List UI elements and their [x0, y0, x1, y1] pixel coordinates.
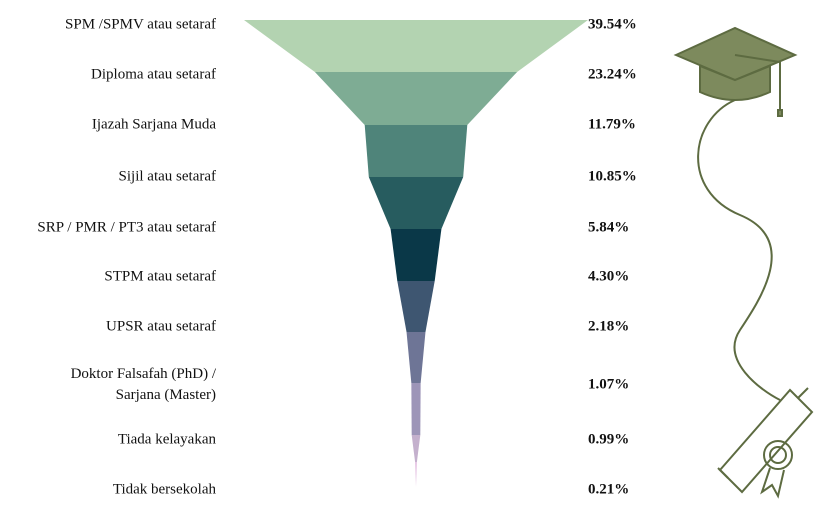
value-label: 5.84% — [588, 220, 629, 237]
graduation-icon — [676, 28, 812, 496]
value-label: 11.79% — [588, 117, 636, 134]
funnel-segment — [415, 462, 417, 487]
value-label: 2.18% — [588, 319, 629, 336]
funnel-segment — [397, 281, 434, 332]
funnel-segment — [244, 20, 588, 72]
category-label: SPM /SPMV atau setaraf — [0, 15, 216, 36]
category-label: Diploma atau setaraf — [0, 65, 216, 86]
funnel-segment — [365, 125, 468, 177]
category-label: Ijazah Sarjana Muda — [0, 115, 216, 136]
value-label: 0.21% — [588, 482, 629, 499]
category-label: SRP / PMR / PT3 atau setaraf — [0, 218, 216, 239]
value-label: 39.54% — [588, 17, 637, 34]
funnel-segment — [407, 332, 426, 383]
funnel-segment — [369, 177, 463, 229]
category-label: Tiada kelayakan — [0, 430, 216, 451]
category-label: Tidak bersekolah — [0, 480, 216, 501]
chart: SPM /SPMV atau setaraf 39.54% Diploma atau… — [0, 0, 814, 508]
category-label: Doktor Falsafah (PhD) / Sarjana (Master) — [0, 364, 216, 406]
value-label: 1.07% — [588, 377, 629, 394]
value-label: 4.30% — [588, 269, 629, 286]
category-label: Sijil atau setaraf — [0, 167, 216, 188]
funnel-segment — [315, 72, 517, 125]
funnel-segment — [412, 435, 421, 462]
value-label: 23.24% — [588, 67, 637, 84]
category-label: STPM atau setaraf — [0, 267, 216, 288]
value-label: 10.85% — [588, 169, 637, 186]
funnel-segment — [391, 229, 442, 281]
funnel-segment — [411, 383, 420, 435]
value-label: 0.99% — [588, 432, 629, 449]
category-label: UPSR atau setaraf — [0, 317, 216, 338]
